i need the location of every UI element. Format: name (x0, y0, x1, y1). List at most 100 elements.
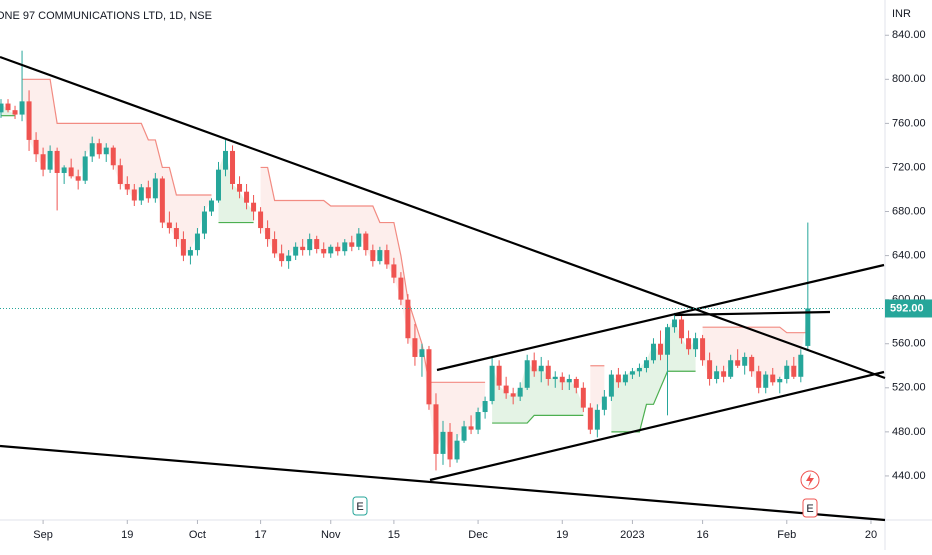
y-tick-label: 520.00 (892, 382, 926, 394)
candle-body (5, 103, 11, 111)
candle-body (237, 183, 243, 192)
trend-fill (590, 365, 605, 430)
candle-body (791, 365, 797, 377)
candle-body (524, 360, 530, 388)
candle-body (230, 150, 236, 184)
candle-body (377, 250, 383, 262)
earnings-label[interactable]: E (356, 501, 363, 513)
candle-body (447, 431, 453, 460)
candle-body (426, 349, 432, 405)
candle-body (110, 147, 116, 166)
candle-body (672, 319, 678, 328)
candle-body (770, 374, 776, 383)
candle-body (40, 154, 46, 170)
lightning (806, 473, 814, 487)
supertrend-line (260, 166, 486, 383)
candle-body (482, 401, 488, 413)
candle-body (103, 147, 109, 155)
candle-body (784, 365, 790, 379)
candle-body (707, 360, 713, 379)
candle-body (405, 299, 411, 339)
candle-body (798, 354, 804, 377)
x-tick-label: 20 (865, 529, 877, 541)
candle-body (531, 360, 537, 372)
earnings-icon[interactable] (352, 496, 368, 516)
candle-body (314, 239, 320, 249)
candle-body (152, 178, 158, 199)
candle-body (475, 412, 481, 430)
candle-body (643, 360, 649, 368)
candle-body (615, 374, 621, 383)
candle-body (215, 169, 221, 201)
x-tick-label: Oct (189, 529, 206, 541)
candle-body (559, 376, 565, 383)
trend-fill (1, 103, 16, 116)
candle-body (19, 101, 25, 115)
candle-body (286, 255, 292, 262)
candle-body (321, 248, 327, 254)
candle-body (180, 239, 186, 256)
earnings-icon[interactable] (802, 498, 818, 518)
supertrend-line (22, 78, 212, 196)
y-tick-label: 560.00 (892, 338, 926, 350)
candle-body (735, 360, 741, 366)
trend-fill (611, 319, 696, 432)
candle-body (665, 327, 671, 355)
candle-body (657, 343, 663, 355)
candle-body (552, 376, 558, 379)
trendline (0, 55, 886, 380)
candle-body (47, 150, 53, 170)
candle-body (187, 250, 193, 256)
x-tick-label: 16 (696, 529, 708, 541)
candle-body (622, 374, 628, 383)
candle-body (307, 239, 313, 251)
trend-fill (492, 360, 584, 424)
x-tick-label: 19 (556, 529, 568, 541)
trendline (0, 444, 886, 522)
earnings-label[interactable]: E (806, 503, 813, 515)
candle-body (33, 139, 39, 155)
candle-body (26, 101, 32, 140)
candle-body (335, 246, 341, 252)
candle-body (279, 253, 285, 262)
candle-body (349, 242, 355, 247)
candle-body (201, 211, 207, 234)
candle-body (756, 371, 762, 388)
last-price-label: 592.00 (890, 302, 924, 314)
candle-body (75, 176, 81, 181)
candle-body (587, 407, 593, 430)
candle-body (545, 365, 551, 379)
candle-body (244, 191, 250, 203)
x-tick-label: 15 (388, 529, 400, 541)
candle-body (454, 440, 460, 460)
supertrend-line (702, 326, 808, 334)
candle-body (61, 167, 67, 173)
candle-body (629, 371, 635, 375)
candle-body (208, 200, 214, 212)
candle-body (96, 143, 102, 155)
candle-body (700, 338, 706, 361)
candle-body (679, 319, 685, 339)
candle-body (272, 239, 278, 254)
candle-body (265, 228, 271, 240)
candle-body (496, 365, 502, 386)
candle-body (166, 222, 172, 229)
candle-body (363, 233, 369, 251)
candle-body (68, 167, 74, 177)
candle-body (763, 374, 769, 388)
candle-body (370, 250, 376, 262)
candle-body (489, 365, 495, 402)
y-tick-label: 440.00 (892, 470, 926, 482)
candle-body (342, 242, 348, 252)
candle-body (194, 233, 200, 251)
candle-body (300, 246, 306, 251)
x-tick-label: 17 (254, 529, 266, 541)
candle-body (398, 277, 404, 300)
y-tick-label: 720.00 (892, 161, 926, 173)
candle-body (686, 338, 692, 350)
supertrend-line (611, 370, 696, 433)
trendline (674, 310, 831, 317)
candle-body (251, 202, 257, 212)
